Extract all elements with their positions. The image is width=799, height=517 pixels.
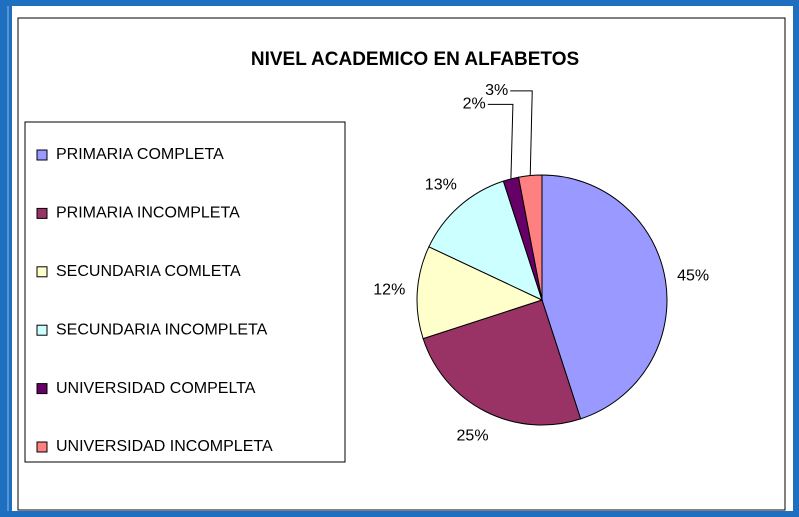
- data-label: 45%: [677, 267, 709, 284]
- data-label: 25%: [457, 428, 489, 445]
- legend-label: PRIMARIA INCOMPLETA: [56, 205, 240, 222]
- pie-slice: [428, 180, 543, 301]
- pie-slice: [416, 246, 544, 340]
- legend-swatch: [36, 266, 48, 278]
- legend-label: PRIMARIA COMPLETA: [56, 146, 224, 163]
- legend-swatch: [36, 383, 48, 395]
- pie-slice: [541, 174, 668, 420]
- leader-line: [487, 103, 514, 179]
- chart-title: NIVEL ACADEMICO EN ALFABETOS: [251, 49, 579, 70]
- legend-swatch: [36, 324, 48, 336]
- data-label: 12%: [373, 282, 405, 299]
- pie-slice: [422, 299, 582, 426]
- data-label: 13%: [425, 176, 457, 193]
- data-label: 3%: [485, 82, 508, 99]
- legend-swatch: [36, 441, 48, 453]
- leader-line: [510, 90, 533, 176]
- legend-box: [24, 121, 346, 463]
- legend-swatch: [36, 207, 48, 219]
- legend-label: UNIVERSIDAD COMPELTA: [56, 380, 256, 397]
- legend-label: SECUNDARIA INCOMPLETA: [56, 321, 268, 338]
- legend-label: SECUNDARIA COMLETA: [56, 263, 241, 280]
- data-label: 2%: [463, 96, 486, 113]
- legend-swatch: [36, 149, 48, 161]
- legend-label: UNIVERSIDAD INCOMPLETA: [56, 438, 273, 455]
